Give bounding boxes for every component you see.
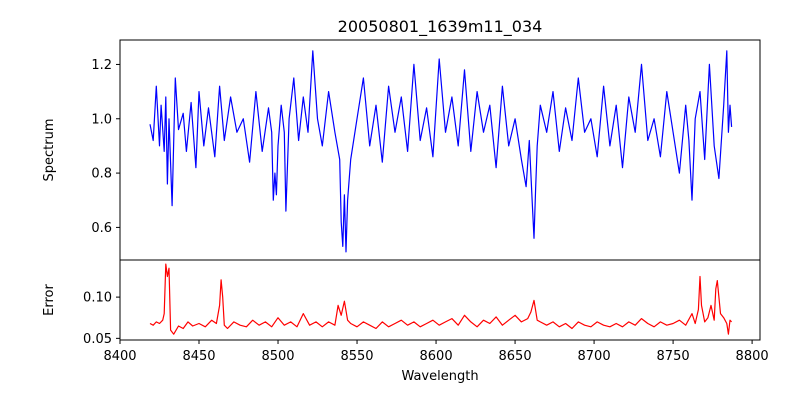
spectrum-series-line	[149, 50, 733, 253]
x-axis: 8400 8450 8500 8550 8600 8650 8700 8750 8800	[103, 340, 769, 364]
spectrum-y-tick-label: 1.0	[91, 112, 112, 127]
spectrum-y-tick-label: 0.6	[91, 221, 112, 236]
error-y-axis-label: Error	[42, 284, 57, 316]
x-tick-label: 8600	[420, 349, 453, 364]
x-tick-label: 8700	[578, 349, 611, 364]
x-tick-label: 8750	[657, 349, 690, 364]
x-tick-label: 8800	[736, 349, 769, 364]
error-series-line	[149, 263, 733, 335]
x-tick-label: 8650	[499, 349, 532, 364]
x-tick-label: 8500	[261, 349, 294, 364]
error-y-tick-label: 0.05	[83, 332, 112, 347]
error-axes-frame	[119, 259, 761, 341]
x-tick-label: 8550	[340, 349, 373, 364]
x-tick-label: 8450	[182, 349, 215, 364]
spectrum-y-axis-label: Spectrum	[42, 119, 57, 182]
spectrum-y-tick-label: 1.2	[91, 58, 112, 73]
error-y-tick-label: 0.10	[83, 291, 112, 306]
error-y-axis: 0.05 0.10	[83, 291, 120, 347]
x-tick-label: 8400	[103, 349, 136, 364]
spectrum-y-tick-label: 0.8	[91, 167, 112, 182]
error-plot-area	[149, 263, 733, 335]
chart-title: 20050801_1639m11_034	[338, 17, 543, 37]
spectrum-y-axis: 0.6 0.8 1.0 1.2	[91, 58, 120, 236]
spectrum-plot-area	[149, 50, 733, 253]
x-axis-label: Wavelength	[401, 369, 478, 384]
error-panel: 0.05 0.10 Error	[42, 259, 761, 347]
